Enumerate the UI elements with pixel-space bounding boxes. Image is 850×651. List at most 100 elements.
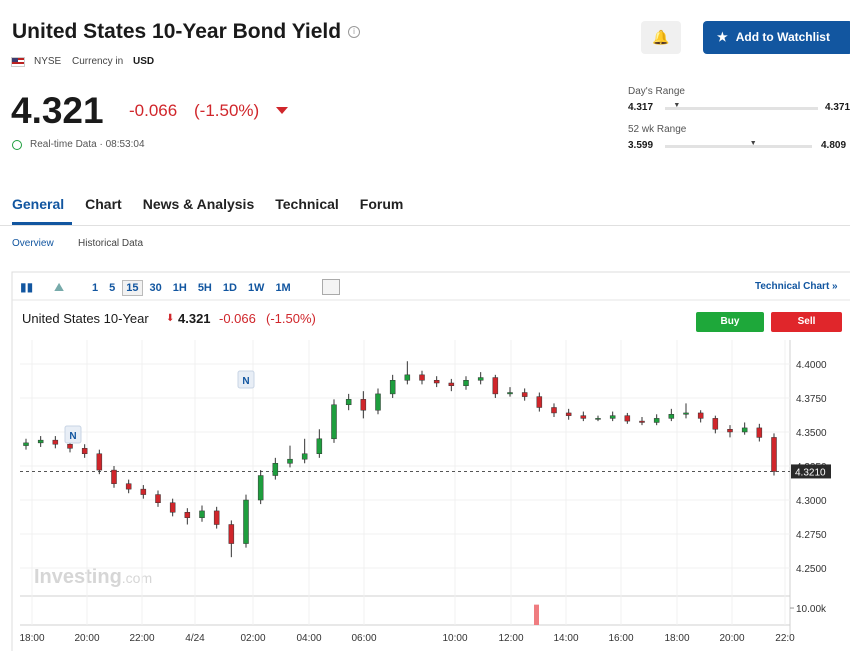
tab[interactable]: Chart bbox=[85, 196, 122, 212]
buy-button[interactable]: Buy bbox=[696, 312, 764, 332]
day-range-bar: ▼ bbox=[665, 102, 818, 110]
candle-body bbox=[301, 453, 308, 460]
info-icon[interactable]: i bbox=[348, 26, 360, 38]
candle-body bbox=[712, 418, 719, 430]
tab[interactable]: Forum bbox=[359, 196, 404, 212]
candle-body bbox=[433, 380, 440, 384]
candle-body bbox=[52, 439, 59, 445]
week52-low: 3.599 bbox=[628, 140, 654, 151]
interval[interactable]: 30 bbox=[149, 282, 162, 294]
candle-body bbox=[551, 407, 557, 414]
subtab[interactable]: Historical Data bbox=[78, 238, 144, 249]
down-arrow bbox=[276, 107, 288, 114]
candle-body bbox=[521, 392, 528, 397]
news-marker bbox=[237, 370, 255, 389]
candle-body bbox=[536, 396, 543, 408]
interval[interactable]: 1W bbox=[247, 282, 265, 294]
candle-body bbox=[419, 374, 425, 381]
candle-body bbox=[668, 414, 675, 419]
x-tick-label: 22:00 bbox=[129, 633, 154, 644]
clock-icon bbox=[12, 140, 22, 150]
x-tick-label: 04:00 bbox=[296, 633, 321, 644]
candle-body bbox=[23, 442, 29, 446]
interval[interactable]: 1D bbox=[222, 282, 237, 294]
interval[interactable]: 5H bbox=[197, 282, 212, 294]
x-tick-label: 14:00 bbox=[553, 633, 578, 644]
candle-body bbox=[81, 448, 88, 455]
alert-button[interactable]: 🔔 bbox=[641, 21, 681, 54]
candle-body bbox=[228, 524, 235, 544]
sell-button[interactable]: Sell bbox=[771, 312, 842, 332]
candle-body bbox=[360, 399, 367, 411]
candle-body bbox=[463, 380, 469, 386]
candle-body bbox=[741, 427, 748, 433]
chart-price: 4.321 bbox=[178, 311, 211, 326]
subtab[interactable]: Overview bbox=[12, 238, 54, 249]
candle-body bbox=[316, 438, 323, 455]
candle-body bbox=[155, 494, 161, 503]
x-tick-label: 16:00 bbox=[608, 633, 633, 644]
x-tick-label: 4/24 bbox=[185, 633, 205, 644]
candle-body bbox=[507, 392, 513, 395]
candle-body bbox=[595, 418, 601, 420]
y-tick-label: 4.3750 bbox=[796, 394, 827, 405]
candle-body bbox=[199, 510, 205, 518]
technical-chart-link[interactable]: Technical Chart » bbox=[755, 281, 838, 292]
candle-body bbox=[272, 463, 279, 476]
interval[interactable]: 15 bbox=[122, 280, 143, 296]
volume-bar bbox=[534, 604, 539, 625]
week52-range-label: 52 wk Range bbox=[628, 124, 687, 135]
tab[interactable]: Technical bbox=[275, 196, 339, 212]
candle-icon[interactable]: ▮▮ bbox=[20, 280, 34, 294]
candle-body bbox=[404, 374, 411, 381]
x-tick-label: 12:00 bbox=[498, 633, 523, 644]
candle-body bbox=[169, 502, 176, 513]
watchlist-button[interactable]: ★ Add to Watchlist bbox=[703, 21, 850, 54]
candle-body bbox=[111, 469, 117, 484]
watchlist-text: Add to Watchlist bbox=[735, 30, 830, 44]
settings-icon[interactable] bbox=[322, 279, 340, 295]
chart-down-arrow: ⬇ bbox=[166, 313, 175, 324]
title: United States 10-Year Bond Yield bbox=[12, 20, 342, 43]
candle-body bbox=[96, 453, 103, 471]
news-marker bbox=[64, 425, 82, 444]
interval[interactable]: 1M bbox=[275, 282, 291, 294]
interval[interactable]: 1H bbox=[172, 282, 187, 294]
tab[interactable]: General bbox=[12, 196, 65, 212]
price: 4.321 bbox=[11, 90, 104, 131]
flag bbox=[11, 57, 25, 67]
candle-body bbox=[697, 412, 704, 419]
x-tick-label: 10:00 bbox=[442, 633, 467, 644]
candle-body bbox=[345, 399, 352, 406]
candle-body bbox=[727, 429, 733, 433]
tab[interactable]: News & Analysis bbox=[142, 196, 255, 212]
day-low: 4.317 bbox=[628, 102, 654, 113]
candle-body bbox=[287, 458, 293, 464]
candle-body bbox=[375, 393, 381, 411]
week52-high: 4.809 bbox=[821, 140, 847, 151]
chart-change: -0.066 bbox=[219, 311, 256, 326]
interval[interactable]: 1 bbox=[92, 282, 99, 294]
y-tick-label: 4.3500 bbox=[796, 428, 827, 439]
currency-label: Currency in bbox=[72, 56, 124, 67]
candle-body bbox=[771, 437, 777, 472]
x-tick-label: 02:00 bbox=[240, 633, 265, 644]
candle-body bbox=[683, 412, 689, 415]
candle-body bbox=[492, 377, 499, 395]
interval[interactable]: 5 bbox=[109, 282, 116, 294]
candle-body bbox=[125, 483, 132, 490]
x-tick-label: 06:00 bbox=[351, 633, 376, 644]
change: -0.066 bbox=[129, 101, 178, 120]
week52-range-bar: ▼ bbox=[665, 140, 812, 148]
candle-body bbox=[67, 443, 73, 449]
day-high: 4.371 bbox=[825, 102, 850, 113]
candle-body bbox=[140, 488, 147, 495]
currency: USD bbox=[133, 56, 155, 67]
day-range-marker: ▼ bbox=[673, 102, 681, 109]
watermark: Investing.com bbox=[34, 566, 152, 588]
area-icon[interactable]: ⛰ bbox=[54, 280, 65, 294]
chart-change-pct: (-1.50%) bbox=[266, 311, 316, 326]
x-tick-label: 20:00 bbox=[719, 633, 744, 644]
